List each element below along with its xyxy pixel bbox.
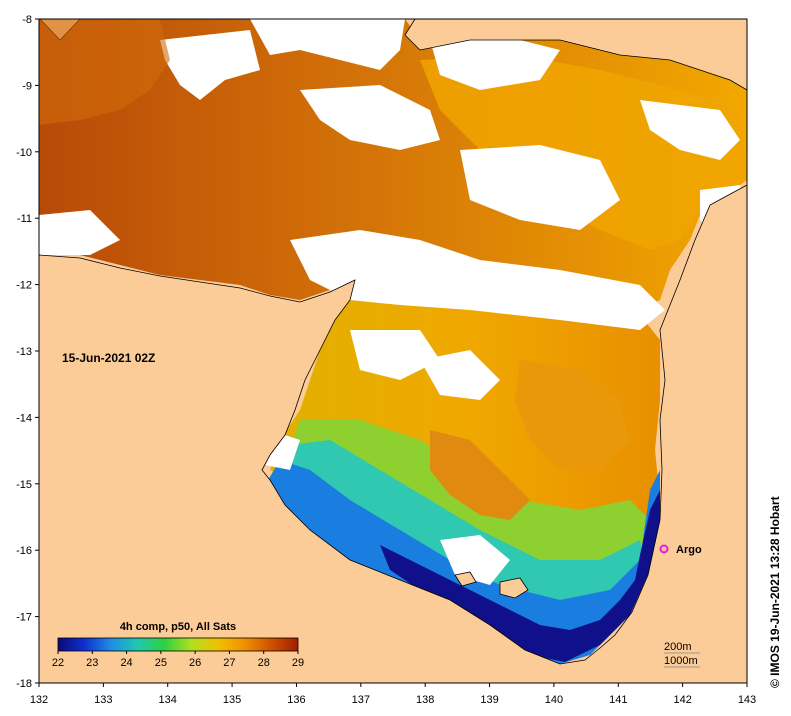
colorbar-tick-label: 27: [223, 657, 235, 669]
x-axis: 132 133 134 135 136 137 138 139 140 141 142 143: [30, 683, 756, 706]
argo-marker-icon[interactable]: [659, 544, 669, 554]
x-tick-label: 136: [287, 694, 305, 706]
colorbar-tick-label: 25: [155, 657, 167, 669]
colorbar-ramp: [57, 637, 299, 652]
x-tick-label: 138: [416, 694, 434, 706]
colorbar-tick-label: 23: [86, 657, 98, 669]
x-tick-label: 134: [159, 694, 177, 706]
y-axis: -8 -9 -10 -11 -12 -13 -14 -15 -16 -17 -18: [16, 14, 39, 690]
y-tick-label: -18: [16, 678, 32, 690]
sea-blue-zone: [268, 460, 660, 664]
y-tick-label: -13: [16, 346, 32, 358]
depth-label-1000: 1000m: [664, 655, 698, 667]
plot-area: [39, 19, 747, 683]
x-tick-label: 135: [223, 694, 241, 706]
sea-gulf-core: [430, 430, 530, 520]
colorbar-ticks: 22 23 24 25 26 27 28 29: [52, 651, 304, 669]
island: [454, 571, 477, 587]
argo-label: Argo: [676, 544, 702, 556]
colorbar-tick-label: 28: [258, 657, 270, 669]
date-label: 15-Jun-2021 02Z: [62, 351, 155, 365]
depth-legend: 200m 1000m: [664, 641, 700, 668]
x-tick-label: 141: [609, 694, 627, 706]
colorbar-tick-label: 26: [189, 657, 201, 669]
credit-text: © IMOS 19-Jun-2021 13:28 Hobart: [768, 496, 782, 688]
x-tick-label: 132: [30, 694, 48, 706]
colorbar-tick-label: 24: [120, 657, 132, 669]
colorbar: 4h comp, p50, All Sats 22 23 24 25 26 27 28 29: [52, 621, 304, 669]
y-tick-label: -9: [22, 80, 32, 92]
argo-marker[interactable]: Argo: [659, 544, 702, 556]
y-tick-label: -16: [16, 545, 32, 557]
x-tick-label: 143: [738, 694, 756, 706]
colorbar-title: 4h comp, p50, All Sats: [120, 621, 236, 633]
y-tick-label: -15: [16, 479, 32, 491]
x-tick-label: 140: [545, 694, 563, 706]
y-tick-label: -8: [22, 14, 32, 26]
colorbar-tick-label: 22: [52, 657, 64, 669]
sea-west-coastal: [39, 19, 170, 125]
sea-gulf-core-2: [515, 360, 630, 470]
island: [499, 577, 529, 599]
y-tick-label: -11: [17, 213, 32, 225]
sea-deep-blue-zone: [380, 490, 660, 662]
x-tick-label: 137: [352, 694, 370, 706]
x-tick-label: 133: [94, 694, 112, 706]
depth-label-200: 200m: [664, 641, 692, 653]
cloud-mask: [39, 19, 747, 585]
x-tick-label: 142: [673, 694, 691, 706]
y-tick-label: -10: [16, 147, 32, 159]
y-tick-label: -17: [16, 612, 32, 624]
colorbar-tick-label: 29: [292, 657, 304, 669]
y-tick-label: -14: [16, 412, 32, 424]
y-tick-label: -12: [16, 280, 32, 292]
x-tick-label: 139: [480, 694, 498, 706]
